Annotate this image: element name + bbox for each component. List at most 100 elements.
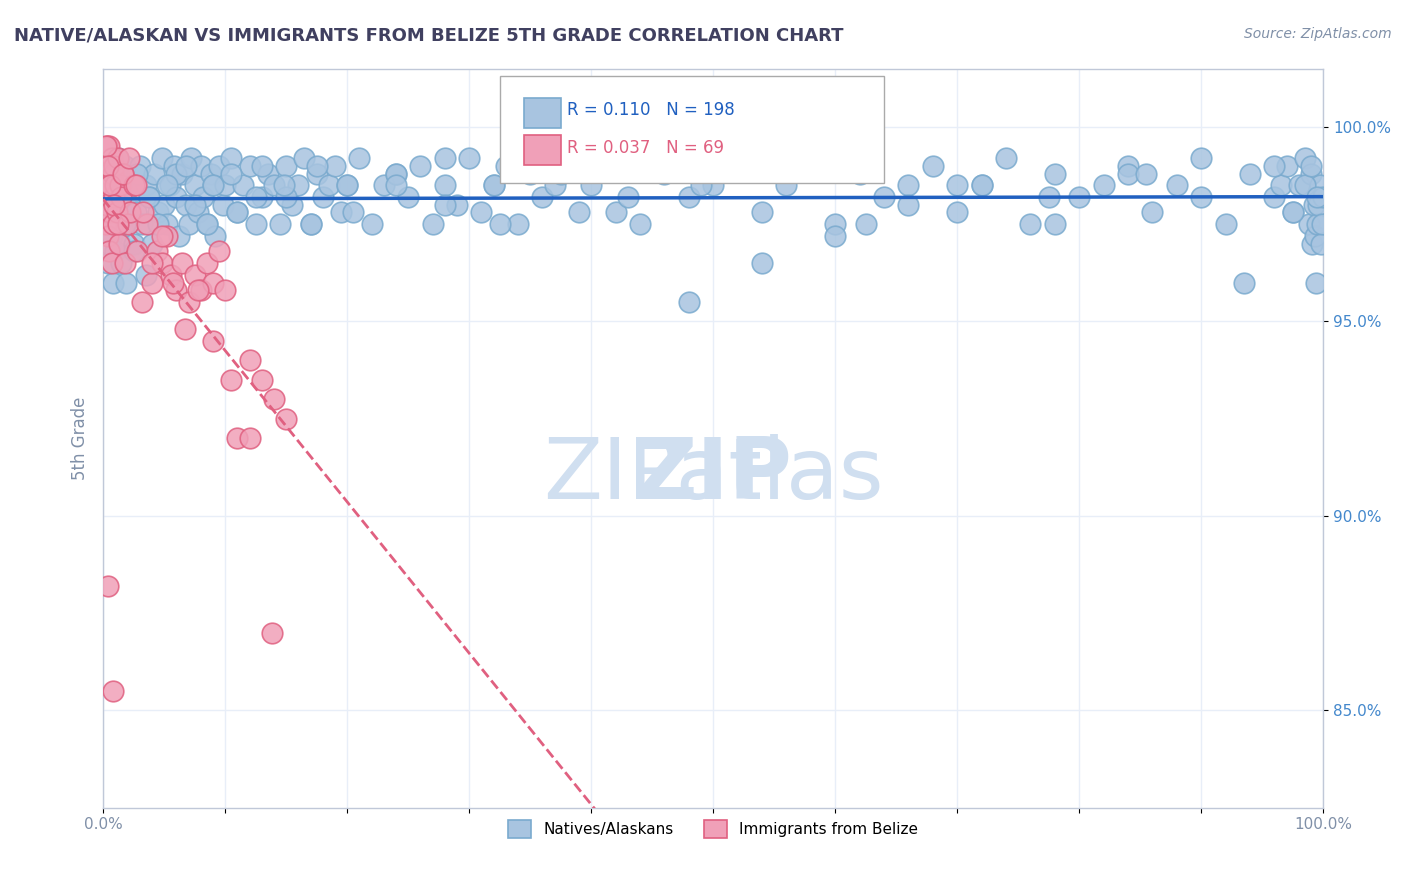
Point	[263, 178, 285, 193]
Point	[111, 178, 134, 193]
Point	[122, 236, 145, 251]
Point	[96, 197, 118, 211]
Point	[208, 159, 231, 173]
Point	[433, 197, 456, 211]
Point	[1166, 178, 1188, 193]
Point	[93, 159, 115, 173]
Point	[1288, 178, 1310, 193]
Point	[1312, 190, 1334, 204]
Point	[208, 244, 231, 259]
Point	[824, 228, 846, 243]
Point	[108, 167, 131, 181]
Point	[118, 205, 141, 219]
Point	[1092, 178, 1115, 193]
Point	[105, 205, 128, 219]
Point	[128, 159, 150, 173]
Point	[678, 295, 700, 310]
Point	[897, 178, 920, 193]
Point	[751, 256, 773, 270]
Point	[678, 190, 700, 204]
Point	[132, 205, 155, 219]
Point	[135, 268, 157, 282]
Point	[1309, 178, 1331, 193]
Point	[177, 295, 200, 310]
Point	[305, 159, 328, 173]
Point	[970, 178, 993, 193]
Point	[155, 217, 177, 231]
Point	[94, 217, 117, 231]
Point	[1275, 159, 1298, 173]
Point	[98, 236, 121, 251]
Point	[97, 167, 120, 181]
Point	[1263, 159, 1285, 173]
Point	[373, 178, 395, 193]
Point	[1069, 190, 1091, 204]
Point	[1299, 167, 1322, 181]
FancyBboxPatch shape	[499, 76, 884, 183]
Point	[100, 256, 122, 270]
Point	[101, 684, 124, 698]
Point	[131, 217, 153, 231]
Point	[1019, 217, 1042, 231]
Text: R = 0.037   N = 69: R = 0.037 N = 69	[567, 138, 724, 157]
Point	[1270, 178, 1292, 193]
Point	[174, 159, 197, 173]
Point	[305, 167, 328, 181]
Point	[433, 151, 456, 165]
Point	[150, 228, 173, 243]
Point	[100, 228, 122, 243]
Text: ZIP: ZIP	[634, 434, 792, 516]
Point	[125, 205, 148, 219]
Point	[1308, 197, 1330, 211]
Point	[751, 205, 773, 219]
Point	[117, 217, 139, 231]
Point	[163, 159, 186, 173]
Point	[727, 159, 749, 173]
Point	[1294, 151, 1316, 165]
Point	[190, 159, 212, 173]
Point	[488, 217, 510, 231]
Point	[873, 190, 896, 204]
Point	[94, 178, 117, 193]
Point	[195, 217, 218, 231]
Point	[1305, 276, 1327, 290]
Point	[506, 217, 529, 231]
Point	[97, 205, 120, 219]
Point	[323, 159, 346, 173]
Point	[174, 197, 197, 211]
Point	[396, 190, 419, 204]
Point	[336, 178, 359, 193]
Point	[299, 217, 322, 231]
Point	[349, 151, 371, 165]
Point	[167, 228, 190, 243]
Point	[232, 178, 254, 193]
Point	[617, 190, 640, 204]
Point	[211, 197, 233, 211]
Point	[165, 167, 187, 181]
Point	[214, 283, 236, 297]
Point	[180, 151, 202, 165]
Point	[458, 151, 481, 165]
Point	[921, 159, 943, 173]
Point	[628, 217, 651, 231]
Point	[855, 217, 877, 231]
Point	[98, 159, 121, 173]
Point	[135, 178, 157, 193]
Point	[183, 178, 205, 193]
Point	[204, 228, 226, 243]
Point	[1189, 190, 1212, 204]
Point	[276, 411, 298, 425]
Point	[1043, 167, 1066, 181]
Point	[114, 217, 136, 231]
Point	[146, 244, 169, 259]
Point	[482, 178, 505, 193]
Point	[342, 205, 364, 219]
Point	[238, 159, 260, 173]
Point	[1116, 159, 1139, 173]
Point	[114, 256, 136, 270]
Point	[97, 228, 120, 243]
Point	[260, 625, 283, 640]
Point	[94, 217, 117, 231]
Point	[775, 178, 797, 193]
Point	[519, 167, 541, 181]
